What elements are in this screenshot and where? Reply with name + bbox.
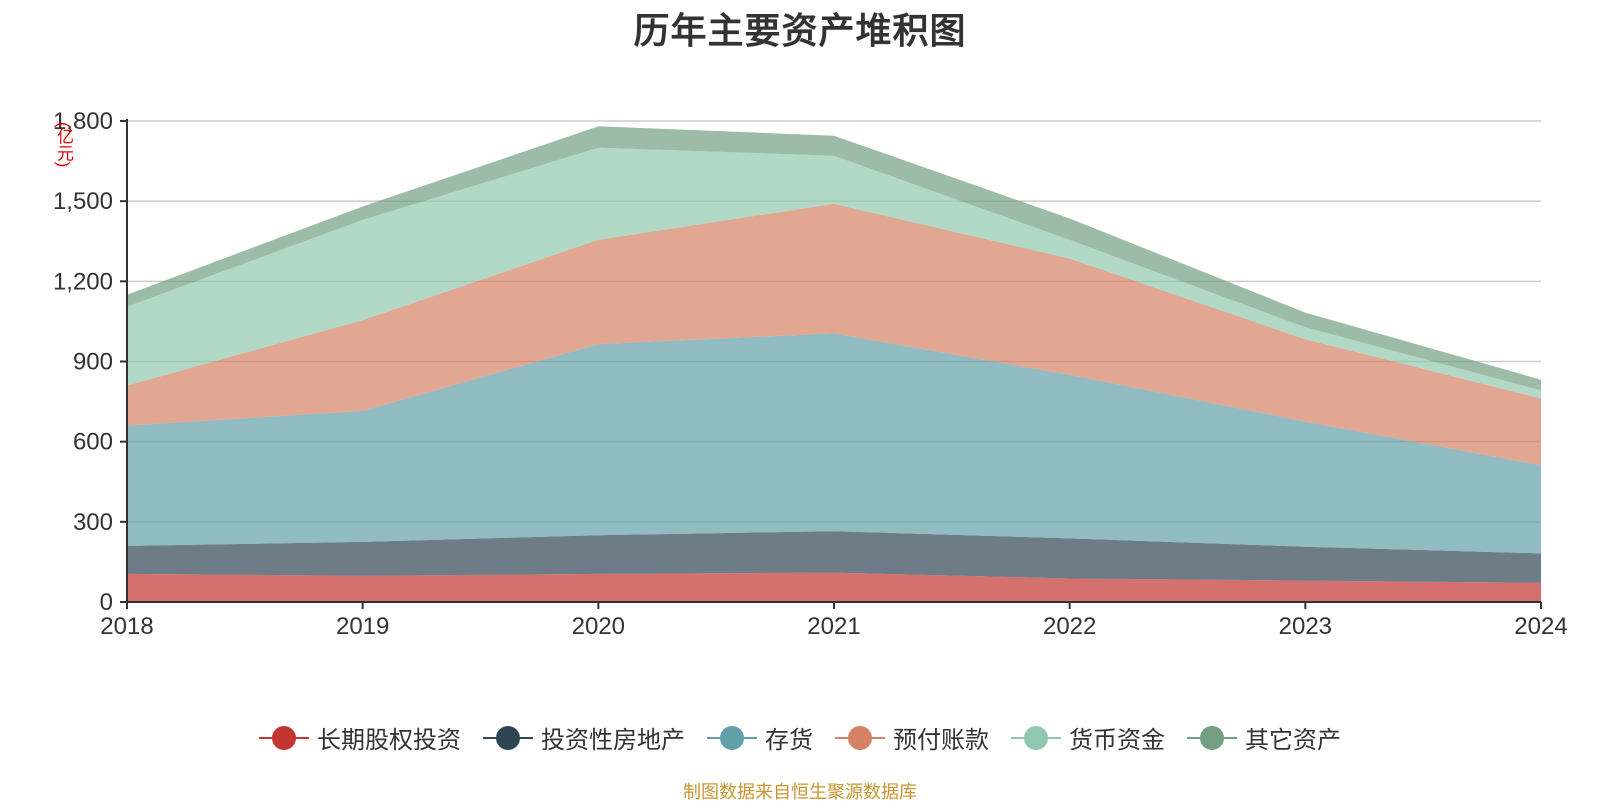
y-tick-label: 0: [100, 589, 113, 616]
y-tick-label: 1,200: [53, 268, 113, 295]
legend-item-1[interactable]: 投资性房地产: [483, 720, 685, 755]
area-series-1[interactable]: [127, 531, 1541, 583]
area-series-4[interactable]: [127, 147, 1541, 399]
legend-swatch: [835, 724, 885, 752]
y-axis-unit-label: (亿元): [54, 122, 73, 168]
area-series: [127, 126, 1541, 602]
y-tick-label: 1,800: [53, 108, 113, 135]
legend-swatch-dot: [272, 725, 296, 750]
legend-swatch: [483, 724, 533, 752]
x-tick-label: 2024: [1514, 613, 1567, 640]
legend-item-0[interactable]: 长期股权投资: [259, 720, 461, 755]
legend-swatch: [1011, 724, 1061, 752]
legend-item-5[interactable]: 其它资产: [1187, 720, 1341, 755]
x-tick-label: 2020: [572, 613, 625, 640]
legend-swatch-dot: [496, 725, 520, 750]
legend-swatch-dot: [848, 725, 872, 750]
x-tick-label: 2021: [807, 613, 860, 640]
legend-label: 预付账款: [893, 727, 989, 754]
legend-swatch-dot: [720, 725, 744, 750]
y-tick-label: 600: [73, 429, 113, 456]
legend-label: 投资性房地产: [541, 727, 685, 754]
x-tick-label: 2022: [1043, 613, 1096, 640]
area-series-3[interactable]: [127, 203, 1541, 466]
legend-item-3[interactable]: 预付账款: [835, 720, 989, 755]
legend: 长期股权投资 投资性房地产 存货 预付账款 货币资金 其它资产: [0, 720, 1600, 755]
legend-swatch-dot: [1024, 725, 1048, 750]
area-series-2[interactable]: [127, 333, 1541, 554]
source-footer: 制图数据来自恒生聚源数据库: [683, 782, 917, 802]
y-tick-label: 300: [73, 509, 113, 536]
legend-swatch: [1187, 724, 1237, 752]
x-tick-label: 2019: [336, 613, 389, 640]
legend-label: 其它资产: [1245, 727, 1341, 754]
y-tick-label: 1,500: [53, 188, 113, 215]
legend-label: 存货: [765, 727, 813, 754]
legend-label: 货币资金: [1069, 727, 1165, 754]
legend-swatch: [259, 724, 309, 752]
legend-swatch-dot: [1200, 725, 1224, 750]
legend-swatch: [707, 724, 757, 752]
area-series-0[interactable]: [127, 572, 1541, 602]
legend-item-2[interactable]: 存货: [707, 720, 813, 755]
axes: 0 300 600 900 1,200 1,500 1,800 2018 2019 2020 202…: [53, 108, 1568, 640]
legend-item-4[interactable]: 货币资金: [1011, 720, 1165, 755]
x-tick-label: 2018: [100, 613, 153, 640]
x-tick-label: 2023: [1279, 613, 1332, 640]
legend-label: 长期股权投资: [317, 727, 461, 754]
chart-title: 历年主要资产堆积图: [633, 10, 967, 51]
y-tick-label: 900: [73, 349, 113, 376]
